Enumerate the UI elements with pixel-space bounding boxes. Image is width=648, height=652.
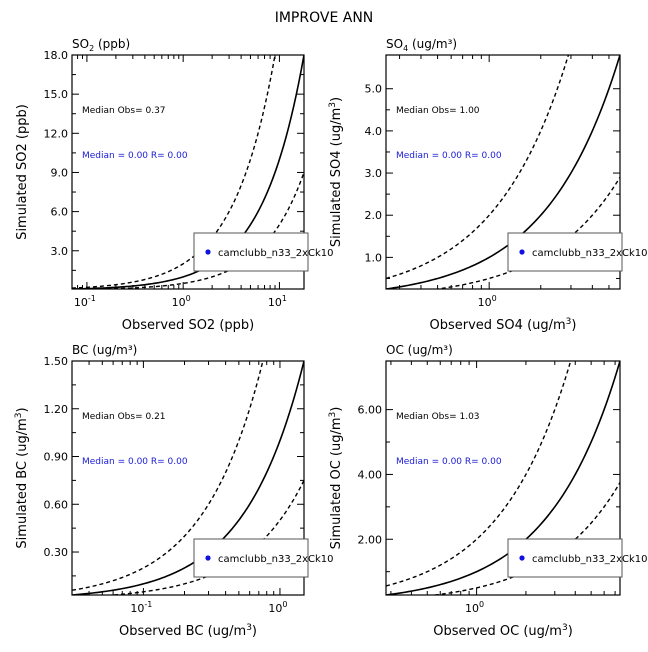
panel-bc: BC (ug/m³) 0.30 0.60 0.90 1.20 1.50 10-1 100 Obs… <box>14 343 334 639</box>
legend-box <box>193 538 309 578</box>
y-axis-label: Simulated SO4 (ug/m3) <box>328 97 344 247</box>
legend: camclubb_n33_2xCk10 <box>507 232 648 272</box>
legend-marker <box>519 249 525 255</box>
factor-2-lower-line <box>429 482 620 595</box>
factor-2-upper-line <box>386 361 572 587</box>
y-tick-label: 6.0 <box>51 206 69 219</box>
y-axis-label: Simulated SO2 (ppb) <box>15 104 30 240</box>
factor-2-lower-line <box>72 172 304 289</box>
x-axis-label: Observed OC (ug/m3) <box>433 623 573 639</box>
y-tick-label: 2.0 <box>365 209 383 222</box>
factor-2-lower-line <box>432 176 620 289</box>
reference-lines <box>72 361 304 595</box>
legend-label: camclubb_n33_2xCk10 <box>532 248 648 259</box>
y-tick-label: 4.0 <box>365 125 383 138</box>
x-tick-label: 100 <box>478 294 497 309</box>
reference-lines <box>386 361 620 595</box>
legend-label: camclubb_n33_2xCk10 <box>532 554 648 565</box>
median-obs-annotation: Median Obs= 0.37 <box>82 106 166 116</box>
median-obs-annotation: Median Obs= 1.00 <box>396 106 480 116</box>
y-tick-label: 18.0 <box>44 49 69 62</box>
median-sim-annotation: Median = 0.00 R= 0.00 <box>82 457 188 467</box>
legend-marker <box>205 555 211 561</box>
median-obs-annotation: Median Obs= 0.21 <box>82 412 166 422</box>
one-to-one-line <box>72 361 304 595</box>
x-tick-label: 101 <box>268 294 287 309</box>
plot-frame <box>71 360 305 596</box>
panel-title: SO4 (ug/m³) <box>386 37 457 53</box>
panel-so2: SO2 (ppb) 3.0 6.0 9.0 12.0 15.0 18.0 10-1 100 101… <box>15 37 334 333</box>
reference-lines <box>386 55 620 289</box>
one-to-one-line <box>386 361 620 595</box>
legend: camclubb_n33_2xCk10 <box>193 232 334 272</box>
legend-marker <box>519 555 525 561</box>
median-sim-annotation: Median = 0.00 R= 0.00 <box>396 151 502 161</box>
y-tick-label: 1.20 <box>44 403 69 416</box>
y-tick-label: 15.0 <box>44 88 69 101</box>
legend-label: camclubb_n33_2xCk10 <box>218 554 334 565</box>
y-tick-label: 0.90 <box>44 451 69 464</box>
panel-so4: SO4 (ug/m³) 1.0 2.0 3.0 4.0 5.0 100 Observed SO… <box>328 37 648 333</box>
y-tick-label: 3.0 <box>51 245 69 258</box>
median-obs-annotation: Median Obs= 1.03 <box>396 412 480 422</box>
factor-2-upper-line <box>72 55 276 289</box>
x-tick-label: 100 <box>465 600 484 615</box>
x-tick-label: 10-1 <box>130 600 152 615</box>
y-axis-label: Simulated BC (ug/m3) <box>14 407 30 548</box>
x-tick-label: 100 <box>172 294 191 309</box>
panel-title: SO2 (ppb) <box>72 37 130 53</box>
x-tick-label: 10-1 <box>74 294 96 309</box>
panel-oc: OC (ug/m³) 2.00 4.00 6.00 100 Observed OC (ug… <box>328 343 648 639</box>
y-tick-label: 1.0 <box>365 251 383 264</box>
y-tick-label: 3.0 <box>365 167 383 180</box>
legend-marker <box>205 249 211 255</box>
panel-title: OC (ug/m³) <box>386 343 453 357</box>
one-to-one-line <box>72 55 304 289</box>
y-tick-label: 1.50 <box>44 355 69 368</box>
x-tick-label: 100 <box>268 600 287 615</box>
y-tick-label: 2.00 <box>358 533 383 546</box>
y-tick-label: 9.0 <box>51 166 69 179</box>
legend-box <box>507 232 623 272</box>
plot-frame <box>385 54 621 290</box>
y-tick-label: 6.00 <box>358 404 383 417</box>
figure-title: IMPROVE ANN <box>275 10 374 26</box>
y-tick-label: 0.30 <box>44 546 69 559</box>
y-axis-label: Simulated OC (ug/m3) <box>328 407 344 550</box>
y-tick-label: 4.00 <box>358 468 383 481</box>
x-axis-label: Observed BC (ug/m3) <box>119 623 257 639</box>
legend: camclubb_n33_2xCk10 <box>193 538 334 578</box>
one-to-one-line <box>386 55 620 289</box>
x-axis-label: Observed SO4 (ug/m3) <box>430 317 577 333</box>
y-tick-label: 12.0 <box>44 127 69 140</box>
legend-box <box>193 232 309 272</box>
median-sim-annotation: Median = 0.00 R= 0.00 <box>396 457 502 467</box>
legend-box <box>507 538 623 578</box>
panel-title: BC (ug/m³) <box>72 343 137 357</box>
y-tick-label: 0.60 <box>44 498 69 511</box>
median-sim-annotation: Median = 0.00 R= 0.00 <box>82 151 188 161</box>
x-axis-label: Observed SO2 (ppb) <box>122 318 254 333</box>
y-tick-label: 5.0 <box>365 83 383 96</box>
plot-frame <box>385 360 621 596</box>
legend-label: camclubb_n33_2xCk10 <box>218 248 334 259</box>
legend: camclubb_n33_2xCk10 <box>507 538 648 578</box>
